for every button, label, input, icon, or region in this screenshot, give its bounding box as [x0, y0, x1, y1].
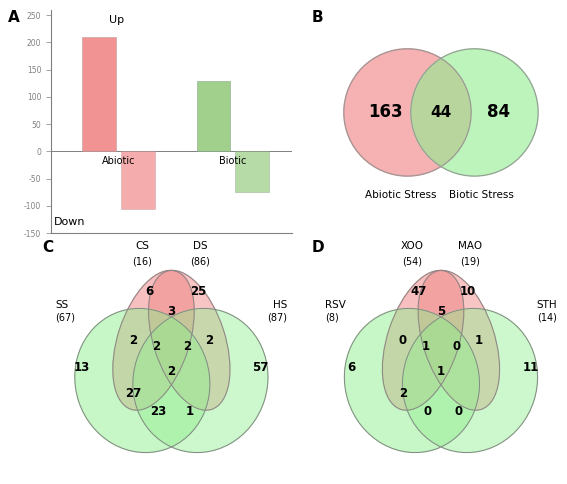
- Text: 2: 2: [152, 340, 160, 353]
- Ellipse shape: [382, 271, 464, 410]
- Text: Abiotic Stress: Abiotic Stress: [365, 190, 437, 199]
- Text: C: C: [42, 240, 53, 255]
- Text: (67): (67): [55, 313, 75, 323]
- Text: 47: 47: [411, 285, 427, 298]
- Text: RSV: RSV: [325, 300, 346, 310]
- Text: 0: 0: [452, 340, 460, 353]
- Text: 2: 2: [167, 365, 175, 378]
- Circle shape: [344, 49, 471, 176]
- Text: 5: 5: [437, 305, 445, 318]
- Ellipse shape: [149, 271, 230, 410]
- Text: (16): (16): [133, 257, 153, 267]
- Text: 10: 10: [460, 285, 476, 298]
- Text: 0: 0: [455, 405, 463, 418]
- Text: 1: 1: [437, 365, 445, 378]
- Text: 2: 2: [183, 340, 191, 353]
- Text: B: B: [311, 10, 323, 25]
- Text: STH: STH: [536, 300, 557, 310]
- Text: 25: 25: [190, 285, 206, 298]
- Text: 1: 1: [475, 334, 483, 347]
- Text: A: A: [8, 10, 19, 25]
- Ellipse shape: [133, 308, 268, 453]
- Ellipse shape: [403, 308, 538, 453]
- Bar: [197, 80, 230, 151]
- Text: D: D: [311, 240, 324, 255]
- Text: 84: 84: [488, 104, 511, 121]
- Text: (8): (8): [325, 313, 338, 323]
- Ellipse shape: [344, 308, 480, 453]
- Text: 1: 1: [421, 340, 429, 353]
- Text: 163: 163: [368, 104, 403, 121]
- Text: XOO: XOO: [400, 241, 424, 251]
- Text: DS: DS: [193, 241, 208, 251]
- Text: 0: 0: [399, 334, 407, 347]
- Ellipse shape: [418, 271, 500, 410]
- Text: (14): (14): [538, 313, 557, 323]
- Text: MAO: MAO: [458, 241, 482, 251]
- Text: HS: HS: [273, 300, 287, 310]
- Text: (87): (87): [268, 313, 287, 323]
- Text: 6: 6: [145, 285, 153, 298]
- Text: Biotic Stress: Biotic Stress: [448, 190, 514, 199]
- Text: 6: 6: [348, 361, 356, 374]
- Text: Abiotic: Abiotic: [101, 156, 135, 166]
- Text: 0: 0: [424, 405, 431, 418]
- Text: Down: Down: [53, 217, 85, 227]
- Text: (86): (86): [191, 257, 210, 267]
- Text: 44: 44: [430, 105, 451, 120]
- Text: 57: 57: [252, 361, 269, 374]
- Bar: [121, 151, 155, 209]
- Text: SS: SS: [55, 300, 69, 310]
- Circle shape: [411, 49, 538, 176]
- Ellipse shape: [113, 271, 194, 410]
- Text: (54): (54): [402, 257, 422, 267]
- Text: Biotic: Biotic: [219, 156, 247, 166]
- Text: 2: 2: [129, 334, 137, 347]
- Text: 2: 2: [399, 387, 407, 400]
- Text: 27: 27: [125, 387, 142, 400]
- Text: (19): (19): [460, 257, 480, 267]
- Ellipse shape: [75, 308, 210, 453]
- Text: 23: 23: [150, 405, 166, 418]
- Text: Up: Up: [109, 15, 124, 25]
- Text: 1: 1: [185, 405, 193, 418]
- Text: 13: 13: [74, 361, 90, 374]
- Bar: [235, 151, 269, 192]
- Text: 3: 3: [167, 305, 175, 318]
- Bar: [82, 37, 116, 151]
- Text: 2: 2: [205, 334, 213, 347]
- Text: CS: CS: [136, 241, 149, 251]
- Text: 11: 11: [522, 361, 539, 374]
